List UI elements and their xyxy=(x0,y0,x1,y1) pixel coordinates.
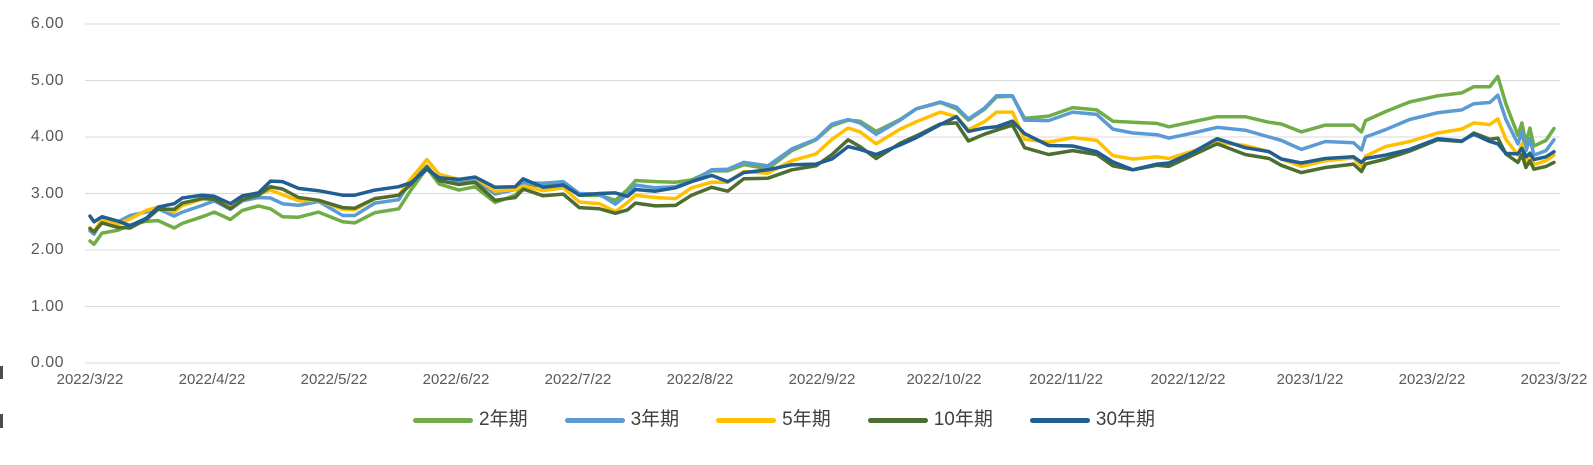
legend: 2年期 3年期 5年期 10年期 30年期 xyxy=(413,409,1155,431)
legend-label-3年期: 3年期 xyxy=(630,409,680,430)
legend-label-10年期: 10年期 xyxy=(933,409,993,430)
legend-label-2年期: 2年期 xyxy=(479,409,528,430)
series-line-5-30年期 xyxy=(88,114,1556,228)
x-tick-label-2022/7/22: 2022/7/22 xyxy=(544,371,612,388)
y-tick-label-1.00: 1.00 xyxy=(30,297,64,315)
legend-item-2年期: 2年期 xyxy=(413,409,528,431)
x-tick-label-2022/3/22: 2022/3/22 xyxy=(56,371,124,388)
y-tick-label-0.00: 0.00 xyxy=(30,354,64,371)
gridlines xyxy=(85,23,1560,364)
legend-swatch-10年期 xyxy=(867,417,928,423)
y-tick-label-3.00: 3.00 xyxy=(30,184,64,202)
legend-item-5年期: 5年期 xyxy=(716,409,831,431)
x-tick-label-2022/6/22: 2022/6/22 xyxy=(422,371,490,388)
x-tick-label-2022/9/22: 2022/9/22 xyxy=(788,371,856,388)
y-tick-label-5.00: 5.00 xyxy=(30,71,64,89)
x-tick-label-2022/11/22: 2022/11/22 xyxy=(1029,371,1103,388)
y-tick-label-4.00: 4.00 xyxy=(30,128,64,145)
legend-swatch-5年期 xyxy=(716,417,777,423)
legend-label-5年期: 5年期 xyxy=(782,409,831,430)
x-tick-label-2022/10/22: 2022/10/22 xyxy=(906,371,982,388)
legend-item-30年期: 30年期 xyxy=(1029,409,1156,431)
legend-swatch-3年期 xyxy=(564,417,625,423)
legend-item-10年期: 10年期 xyxy=(867,409,993,431)
legend-item-3年期: 3年期 xyxy=(564,409,680,431)
legend-label-30年期: 30年期 xyxy=(1095,409,1156,430)
clipped-edge-artifact xyxy=(0,414,3,428)
y-tick-label-2.00: 2.00 xyxy=(30,241,64,258)
x-tick-label-2023/3/22: 2023/3/22 xyxy=(1520,371,1588,388)
x-tick-label-2022/5/22: 2022/5/22 xyxy=(300,371,368,388)
series-line-3-5年期 xyxy=(88,110,1556,234)
x-tick-label-2022/4/22: 2022/4/22 xyxy=(178,371,246,388)
legend-swatch-2年期 xyxy=(413,417,473,423)
y-tick-label-6.00: 6.00 xyxy=(30,15,64,32)
x-tick-label-2023/1/22: 2023/1/22 xyxy=(1276,371,1344,388)
legend-swatch-30年期 xyxy=(1029,417,1090,423)
series-line-2-3年期 xyxy=(88,93,1556,236)
x-tick-label-2023/2/22: 2023/2/22 xyxy=(1398,371,1466,388)
series-lines xyxy=(88,74,1556,247)
x-tick-label-2022/8/22: 2022/8/22 xyxy=(666,371,734,388)
clipped-edge-artifact xyxy=(0,366,3,379)
x-tick-label-2022/12/22: 2022/12/22 xyxy=(1150,371,1226,388)
